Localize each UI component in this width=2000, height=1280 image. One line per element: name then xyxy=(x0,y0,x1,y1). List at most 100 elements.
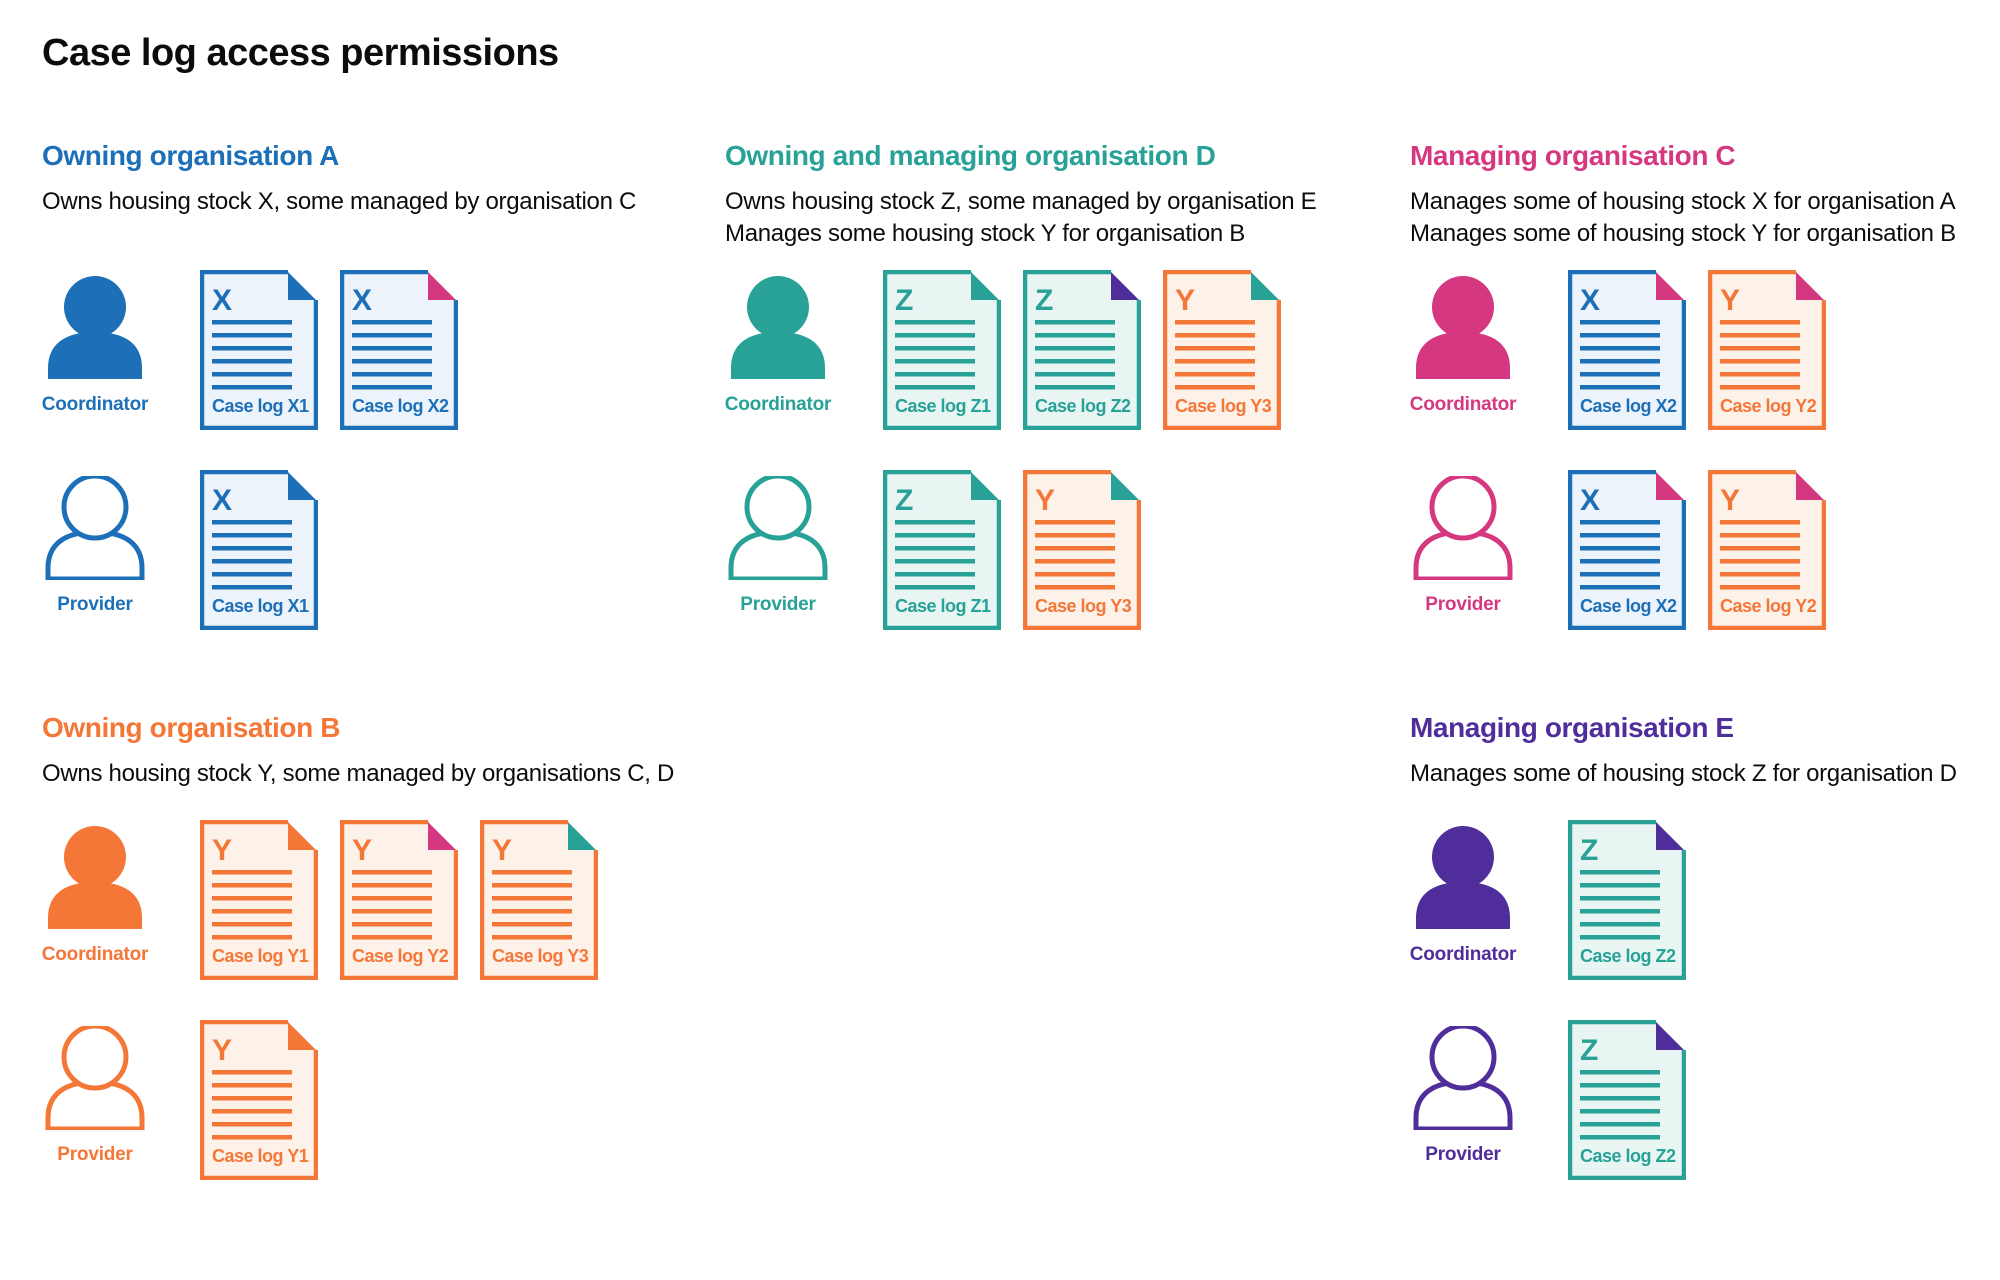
person-body xyxy=(1416,882,1510,929)
document-border xyxy=(1568,470,1686,630)
org-description: Owns housing stock Y, some managed by or… xyxy=(42,758,702,790)
text-line xyxy=(1035,559,1115,564)
text-line xyxy=(212,1109,292,1114)
provider-row: Provider X Case log X1 xyxy=(42,470,318,630)
case-log-document: Y Case log Y2 xyxy=(1708,270,1826,430)
folded-corner xyxy=(1251,272,1279,300)
text-line xyxy=(1175,346,1255,351)
text-line xyxy=(492,883,572,888)
text-line xyxy=(1175,372,1255,377)
role-label: Coordinator xyxy=(724,394,832,415)
text-line xyxy=(352,320,432,325)
text-line xyxy=(212,546,292,551)
case-log-label: Case log Z1 xyxy=(895,396,991,416)
folded-corner xyxy=(1656,272,1684,300)
coordinator-row: Coordinator X Case log X2 Y Case log Y2 xyxy=(1410,270,1826,430)
provider-icon xyxy=(45,476,145,580)
provider-cell: Provider xyxy=(1410,1020,1546,1180)
case-log-label: Case log X2 xyxy=(352,396,449,416)
stock-letter: Z xyxy=(895,484,913,517)
case-log-document: X Case log X1 xyxy=(200,270,318,430)
org-description: Owns housing stock Z, some managed by or… xyxy=(725,186,1385,250)
text-line xyxy=(895,546,975,551)
org-description-line: Owns housing stock Y, some managed by or… xyxy=(42,760,674,787)
stock-letter: Y xyxy=(352,834,372,867)
folded-corner xyxy=(1656,1022,1684,1050)
document-border xyxy=(1708,270,1826,430)
page-title: Case log access permissions xyxy=(42,32,559,74)
case-log-document: Y Case log Y3 xyxy=(480,820,598,980)
text-line xyxy=(1580,585,1660,590)
case-log-label: Case log Y2 xyxy=(1720,596,1817,616)
section-org-e: Managing organisation E Manages some of h… xyxy=(1410,712,2000,1180)
text-line xyxy=(212,585,292,590)
text-line xyxy=(212,935,292,940)
coordinator-row: Coordinator Y Case log Y1 Y Case log Y2 Y Case… xyxy=(42,820,598,980)
role-label: Coordinator xyxy=(41,944,149,965)
person-head xyxy=(1429,1026,1497,1091)
folded-corner xyxy=(1656,472,1684,500)
section-org-c: Managing organisation C Manages some of h… xyxy=(1410,140,2000,630)
text-line xyxy=(895,333,975,338)
org-description: Manages some of housing stock Z for orga… xyxy=(1410,758,2000,790)
stock-letter: Z xyxy=(895,284,913,317)
stock-letter: Y xyxy=(1720,484,1740,517)
stock-letter: X xyxy=(352,284,372,317)
text-line xyxy=(1175,333,1255,338)
text-line xyxy=(1035,333,1115,338)
provider-row: Provider X Case log X2 Y Case log Y2 xyxy=(1410,470,1826,630)
org-description: Owns housing stock X, some managed by or… xyxy=(42,186,702,218)
coordinator-cell: Coordinator xyxy=(42,820,178,980)
text-line xyxy=(1720,520,1800,525)
case-log-label: Case log X1 xyxy=(212,596,309,616)
stock-letter: Z xyxy=(1035,284,1053,317)
text-line xyxy=(212,385,292,390)
person-head xyxy=(61,1026,129,1091)
text-line xyxy=(895,520,975,525)
stock-letter: X xyxy=(1580,284,1600,317)
text-line xyxy=(1580,909,1660,914)
org-name-heading: Owning organisation B xyxy=(42,712,341,743)
text-line xyxy=(1035,520,1115,525)
org-name-heading: Managing organisation C xyxy=(1410,140,1736,171)
text-line xyxy=(1035,346,1115,351)
provider-icon xyxy=(1413,1026,1513,1130)
case-log-document: Z Case log Z2 xyxy=(1023,270,1141,430)
text-line xyxy=(1580,359,1660,364)
text-line xyxy=(1580,870,1660,875)
text-line xyxy=(1720,333,1800,338)
text-line xyxy=(1720,559,1800,564)
text-line xyxy=(1580,320,1660,325)
case-log-document: X Case log X2 xyxy=(1568,470,1686,630)
document-border xyxy=(200,270,318,430)
text-line xyxy=(352,883,432,888)
text-line xyxy=(1580,1096,1660,1101)
text-line xyxy=(212,1083,292,1088)
org-name-heading: Owning organisation A xyxy=(42,140,340,171)
section-org-d: Owning and managing organisation D Owns h… xyxy=(725,140,1385,630)
document-border xyxy=(200,1020,318,1180)
text-line xyxy=(895,346,975,351)
text-line xyxy=(1580,333,1660,338)
provider-cell: Provider xyxy=(42,470,178,630)
case-log-label: Case log Z2 xyxy=(1035,396,1131,416)
text-line xyxy=(1580,1083,1660,1088)
stock-letter: Z xyxy=(1580,834,1598,867)
text-line xyxy=(1580,533,1660,538)
case-log-document: Z Case log Z2 xyxy=(1568,820,1686,980)
role-label: Provider xyxy=(57,594,133,615)
stock-letter: X xyxy=(1580,484,1600,517)
text-line xyxy=(1580,1122,1660,1127)
text-line xyxy=(212,909,292,914)
person-head xyxy=(1429,476,1497,541)
document-border xyxy=(1568,1020,1686,1180)
folded-corner xyxy=(971,472,999,500)
coordinator-icon xyxy=(1416,826,1510,929)
text-line xyxy=(212,346,292,351)
text-line xyxy=(212,333,292,338)
text-line xyxy=(1580,1109,1660,1114)
text-line xyxy=(352,359,432,364)
person-body xyxy=(48,332,142,379)
role-label: Provider xyxy=(740,594,816,615)
stock-letter: Y xyxy=(492,834,512,867)
